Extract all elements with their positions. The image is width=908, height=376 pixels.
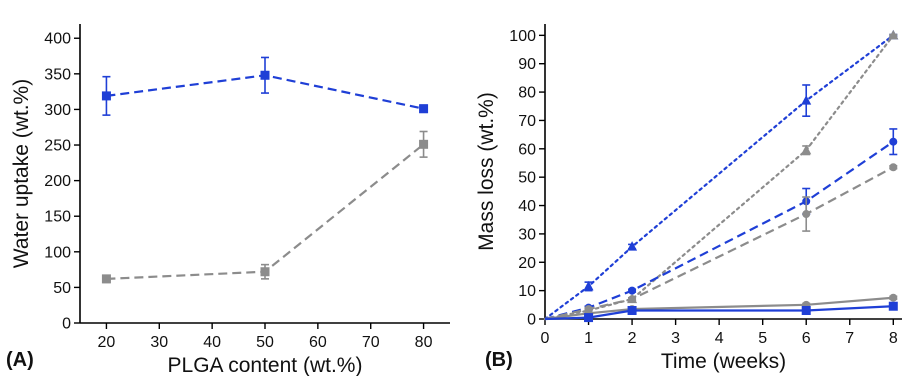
data-point [889, 163, 898, 172]
x-tick-label: 6 [802, 330, 811, 347]
series-line-1 [106, 143, 425, 280]
data-point [801, 144, 812, 155]
y-axis-title: Mass loss (wt.%) [475, 92, 498, 251]
y-tick-label: 0 [62, 316, 71, 333]
y-tick-label: 50 [518, 170, 536, 187]
x-tick-label: 40 [203, 334, 221, 351]
data-point [801, 95, 812, 105]
x-axis-title: PLGA content (wt.%) [168, 354, 363, 376]
y-tick-label: 300 [44, 102, 71, 119]
x-tick-label: 1 [584, 330, 593, 347]
data-point [419, 104, 429, 114]
series-line-3 [544, 166, 894, 321]
series-line-2 [544, 140, 894, 321]
data-point [627, 241, 638, 251]
panel-label: (A) [6, 349, 34, 371]
data-point [101, 91, 111, 101]
data-point [628, 286, 637, 295]
x-tick-label: 50 [256, 334, 274, 351]
chart-panel-a: 20 30 40 50 60 70 80 0 50 100 150 200 250 300 350 400 PL… [6, 24, 450, 376]
y-tick-label: 100 [509, 28, 536, 45]
data-point [260, 267, 270, 277]
panel-label: (B) [485, 349, 513, 371]
y-tick-label: 50 [53, 280, 71, 297]
y-tick-label: 250 [44, 138, 71, 155]
y-axis-title: Water uptake (wt.%) [10, 79, 33, 268]
y-tick-label: 150 [44, 209, 71, 226]
x-tick-label: 4 [715, 330, 724, 347]
x-tick-label: 0 [541, 330, 550, 347]
data-point [628, 295, 637, 304]
x-tick-label: 30 [150, 334, 168, 351]
data-point [583, 280, 594, 291]
x-tick-label: 5 [758, 330, 767, 347]
y-tick-label: 30 [518, 226, 536, 243]
y-tick-label: 0 [527, 312, 536, 329]
y-tick-label: 350 [44, 66, 71, 83]
x-tick-label: 60 [309, 334, 327, 351]
y-tick-label: 100 [44, 244, 71, 261]
data-point [260, 70, 270, 80]
data-point [419, 139, 429, 149]
data-point [889, 293, 898, 302]
y-tick-label: 400 [44, 31, 71, 48]
data-point [584, 313, 594, 323]
y-tick-label: 60 [518, 141, 536, 158]
data-point [802, 210, 811, 219]
y-tick-label: 80 [518, 85, 536, 102]
data-point [889, 137, 898, 146]
x-tick-label: 8 [889, 330, 898, 347]
x-tick-label: 2 [628, 330, 637, 347]
x-tick-label: 7 [845, 330, 854, 347]
x-axis-title: Time (weeks) [661, 350, 786, 373]
data-point [888, 29, 899, 40]
x-tick-label: 20 [98, 334, 116, 351]
y-tick-label: 90 [518, 56, 536, 73]
data-point [627, 305, 637, 315]
x-tick-label: 70 [362, 334, 380, 351]
y-tick-label: 20 [518, 255, 536, 272]
data-point [101, 274, 111, 284]
y-tick-label: 10 [518, 283, 536, 300]
x-tick-label: 80 [415, 334, 433, 351]
y-tick-label: 70 [518, 113, 536, 130]
data-point [888, 301, 898, 311]
data-point [801, 305, 811, 315]
y-tick-label: 200 [44, 173, 71, 190]
y-tick-label: 40 [518, 198, 536, 215]
x-tick-label: 3 [671, 330, 680, 347]
